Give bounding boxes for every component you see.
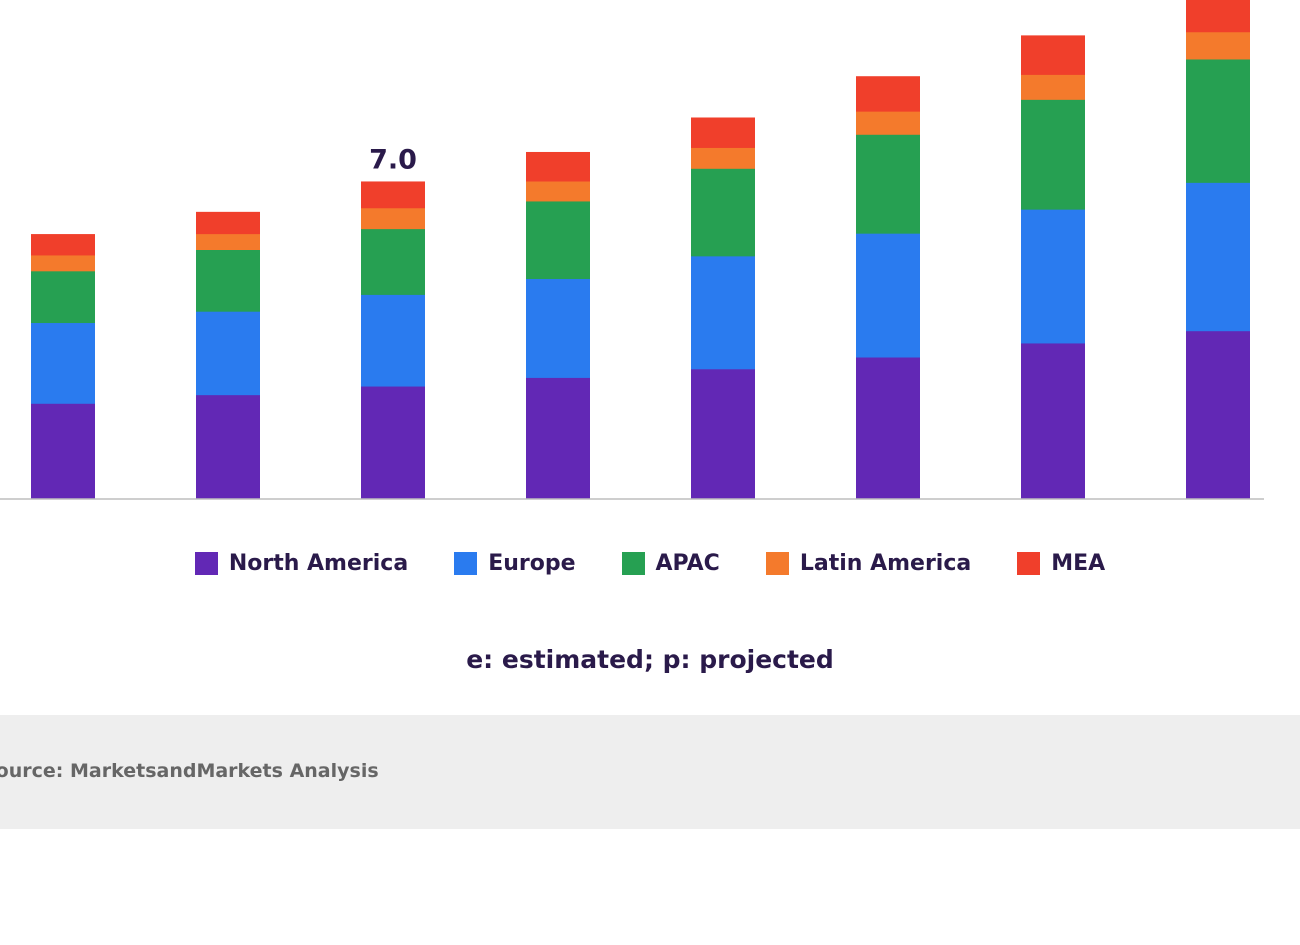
- bar-segment-mea: [196, 212, 260, 234]
- bar-segment-apac: [691, 168, 755, 256]
- source-text: Source: MarketsandMarkets Analysis: [0, 760, 379, 782]
- bar-segment-europe: [1186, 182, 1250, 331]
- bar-segment-europe: [691, 256, 755, 369]
- bar-segment-europe: [1021, 209, 1085, 343]
- data-label: 7.0: [369, 144, 417, 175]
- data-labels-layer: 7.0: [369, 144, 417, 175]
- bar-segment-apac: [526, 201, 590, 279]
- legend-item-latin-america: Latin America: [766, 551, 971, 576]
- bars-layer: [31, 0, 1250, 499]
- legend-label: Europe: [488, 551, 575, 576]
- chart-legend: North America Europe APAC Latin America MEA: [0, 546, 1300, 580]
- legend-item-apac: APAC: [622, 551, 720, 576]
- bar-segment-north-america: [1186, 331, 1250, 500]
- bar-segment-latin-america: [856, 111, 920, 135]
- bar-segment-mea: [31, 234, 95, 255]
- bar-segment-apac: [196, 250, 260, 312]
- bar-segment-mea: [526, 152, 590, 182]
- source-bar: Source: MarketsandMarkets Analysis: [0, 715, 1300, 829]
- bar-segment-mea: [691, 117, 755, 147]
- legend-label: North America: [229, 551, 408, 576]
- bar-segment-north-america: [31, 403, 95, 499]
- bar-segment-apac: [31, 271, 95, 323]
- bar-segment-north-america: [691, 369, 755, 500]
- legend-label: Latin America: [800, 551, 971, 576]
- bar-segment-latin-america: [526, 181, 590, 201]
- bar-segment-mea: [1186, 0, 1250, 32]
- bar-segment-latin-america: [361, 208, 425, 229]
- bar-segment-europe: [856, 233, 920, 357]
- bar-segment-north-america: [361, 386, 425, 499]
- legend-swatch: [622, 552, 645, 575]
- bar-segment-apac: [1186, 59, 1250, 183]
- bar-segment-latin-america: [1021, 74, 1085, 99]
- footnote: e: estimated; p: projected: [0, 645, 1300, 674]
- legend-item-europe: Europe: [454, 551, 575, 576]
- bar-segment-mea: [856, 76, 920, 111]
- bar-segment-mea: [361, 181, 425, 208]
- bar-segment-europe: [196, 311, 260, 395]
- legend-label: MEA: [1051, 551, 1105, 576]
- legend-swatch: [766, 552, 789, 575]
- bar-segment-europe: [361, 294, 425, 386]
- bar-segment-europe: [31, 323, 95, 404]
- bar-segment-north-america: [856, 357, 920, 499]
- bar-segment-europe: [526, 279, 590, 378]
- bar-segment-apac: [361, 229, 425, 295]
- stacked-bar-chart: 7.0: [0, 0, 1300, 520]
- bar-segment-north-america: [1021, 343, 1085, 500]
- bar-segment-latin-america: [691, 147, 755, 168]
- legend-swatch: [1017, 552, 1040, 575]
- bar-segment-north-america: [196, 395, 260, 500]
- legend-swatch: [195, 552, 218, 575]
- bar-segment-mea: [1021, 35, 1085, 75]
- legend-item-mea: MEA: [1017, 551, 1105, 576]
- bar-segment-apac: [856, 134, 920, 233]
- legend-item-north-america: North America: [195, 551, 408, 576]
- legend-label: APAC: [656, 551, 720, 576]
- bar-segment-north-america: [526, 377, 590, 499]
- legend-swatch: [454, 552, 477, 575]
- bar-segment-latin-america: [31, 255, 95, 271]
- bar-segment-apac: [1021, 99, 1085, 209]
- bar-segment-latin-america: [196, 234, 260, 250]
- bar-segment-latin-america: [1186, 32, 1250, 60]
